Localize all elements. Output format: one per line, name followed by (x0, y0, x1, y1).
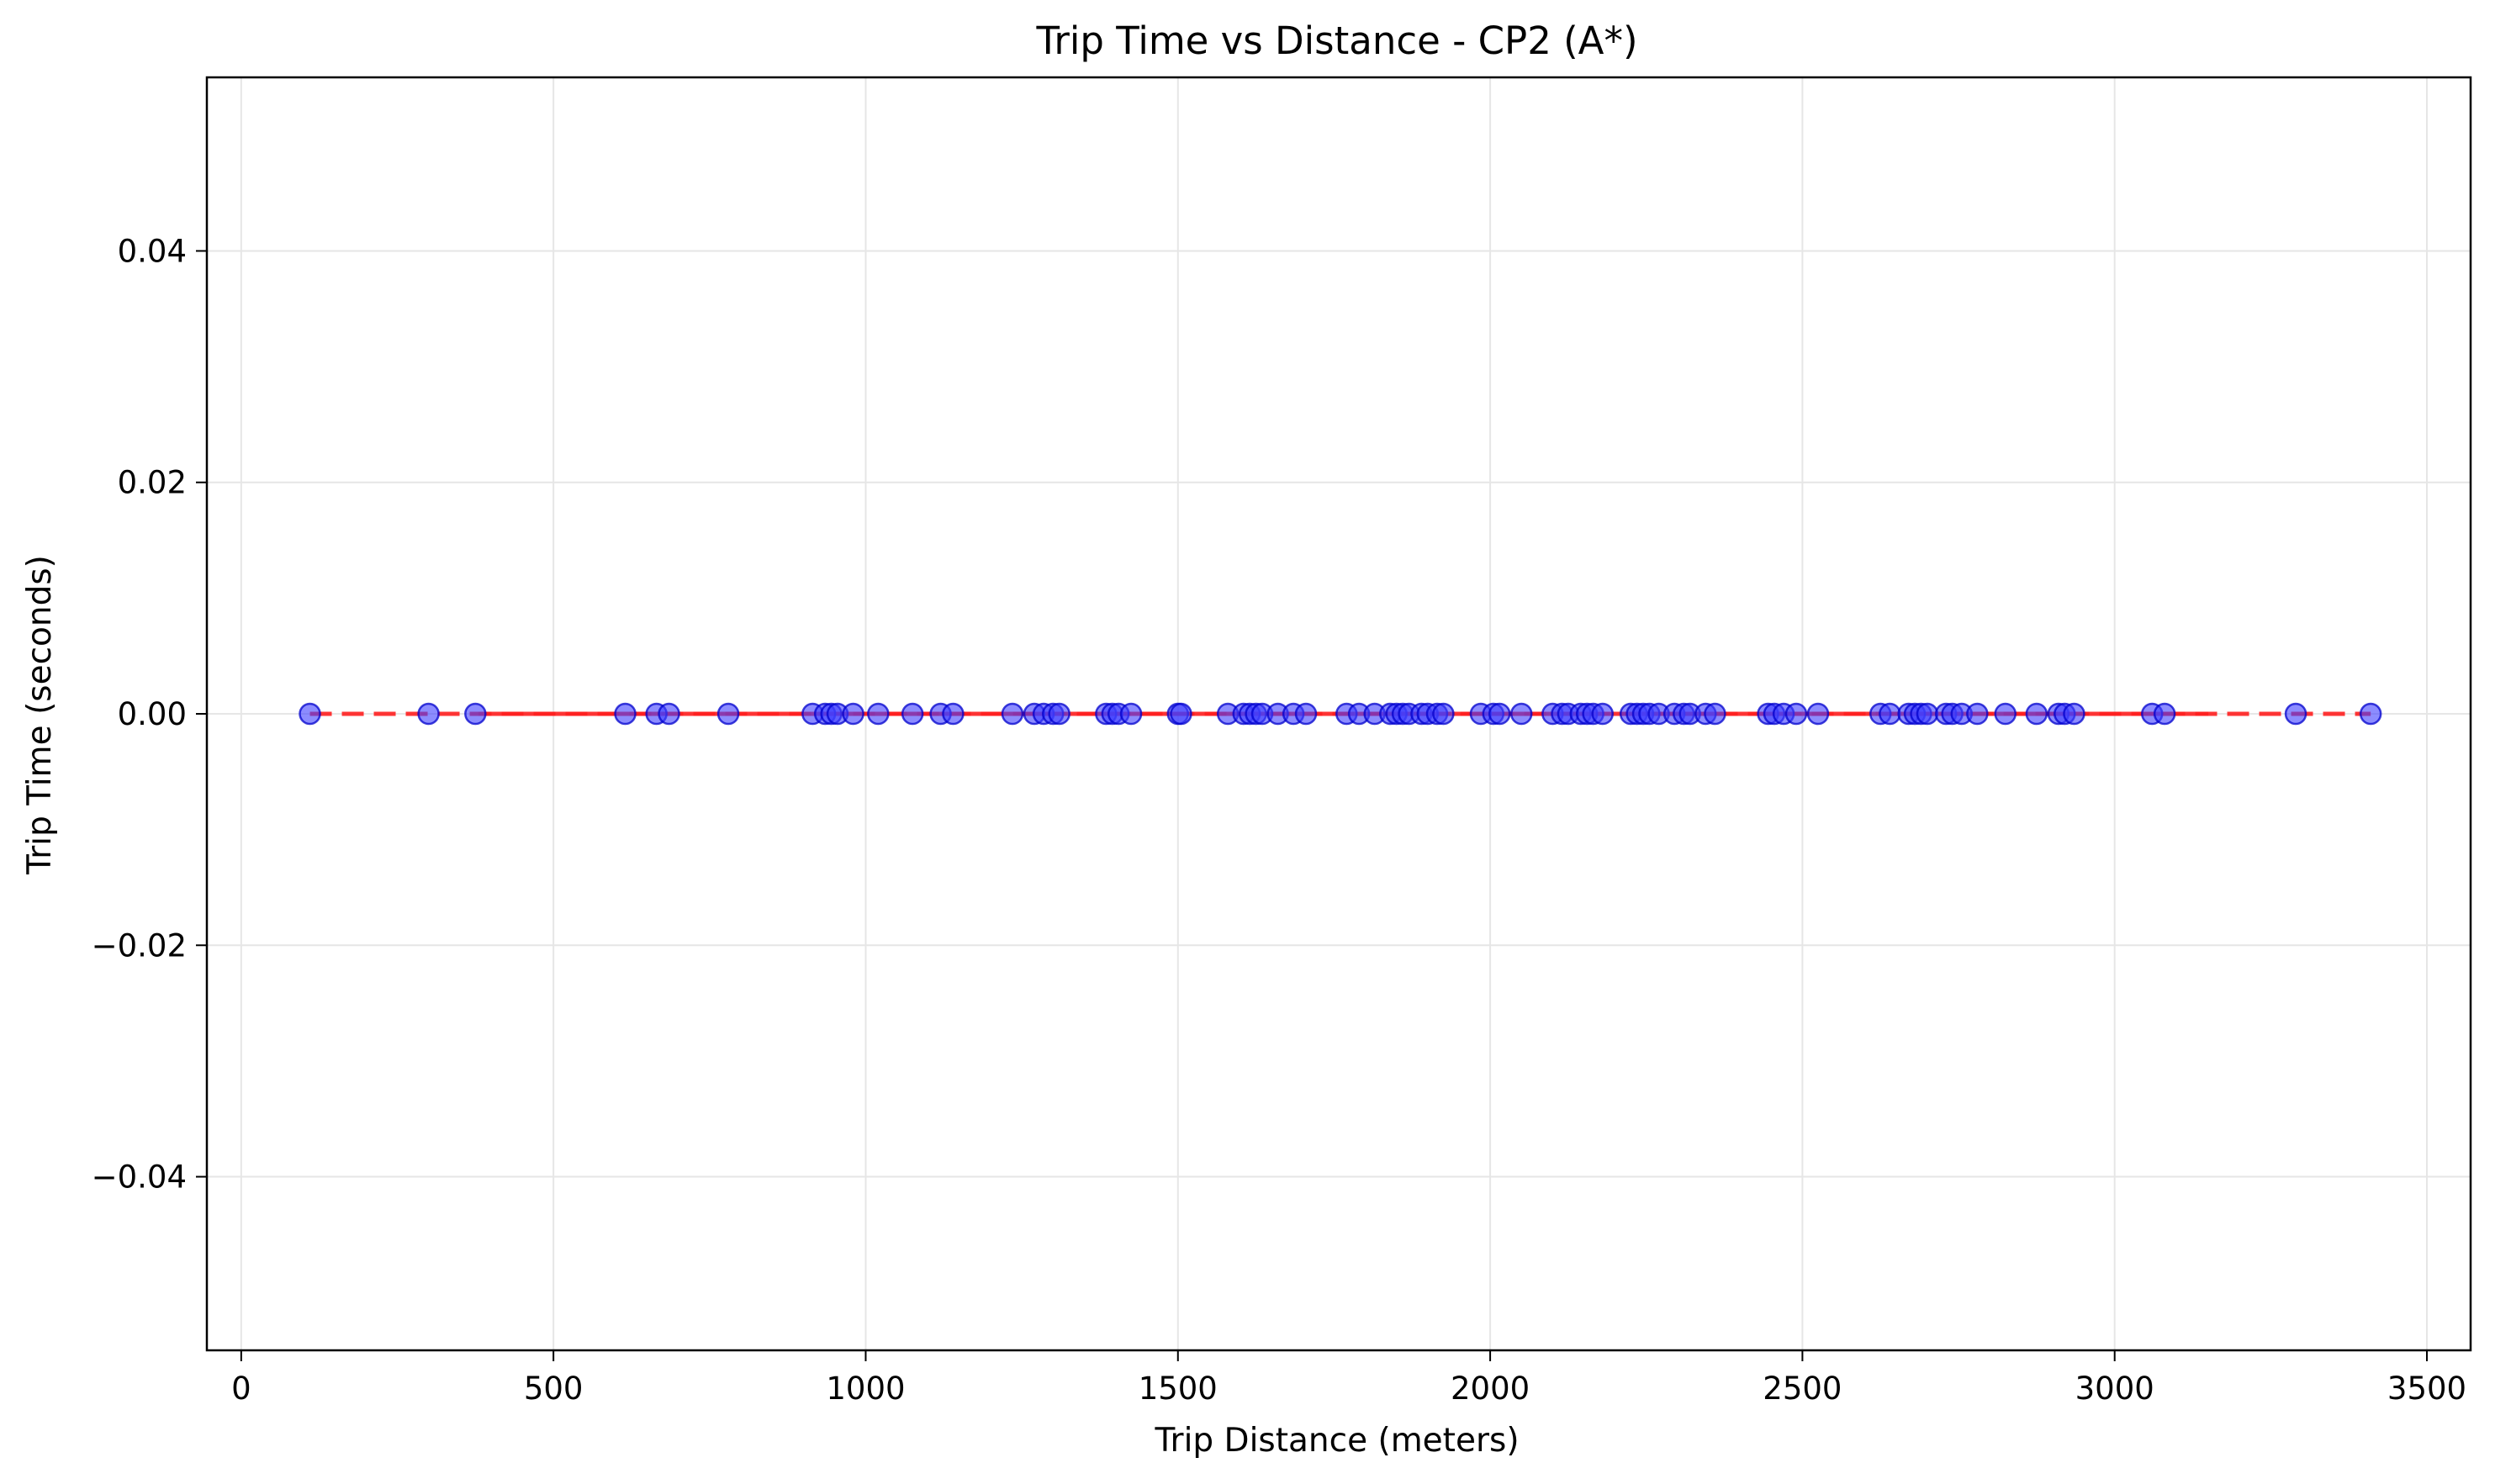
data-point (1119, 702, 1143, 726)
data-point (1966, 702, 1989, 726)
data-point (1784, 702, 1808, 726)
data-point (2284, 702, 2307, 726)
x-tick-label: 3000 (2075, 1370, 2154, 1407)
data-point (1704, 702, 1726, 726)
y-axis-title: Trip Time (seconds) (21, 555, 59, 875)
y-tick-label: −0.02 (92, 927, 187, 964)
data-point (942, 702, 965, 726)
x-tick-label: 1000 (826, 1370, 905, 1407)
y-axis-ticks: 0.04 0.02 0.00 −0.02 −0.04 (92, 233, 207, 1196)
x-tick-label: 500 (524, 1370, 584, 1407)
y-tick-label: 0.02 (118, 465, 187, 501)
data-point (464, 702, 487, 726)
data-point (2063, 702, 2085, 726)
x-tick-label: 3500 (2387, 1370, 2466, 1407)
data-point (901, 702, 924, 726)
x-tick-label: 1500 (1139, 1370, 1218, 1407)
data-point (299, 702, 321, 726)
data-point (417, 702, 440, 726)
y-tick-label: 0.00 (118, 696, 187, 732)
y-tick-label: 0.04 (118, 233, 187, 269)
data-point (1879, 702, 1901, 726)
data-point (1432, 702, 1455, 726)
data-point (614, 702, 637, 726)
data-point (1916, 702, 1939, 726)
data-point (1048, 702, 1070, 726)
data-point (716, 702, 740, 726)
data-point (1509, 702, 1533, 726)
data-point (1001, 702, 1024, 726)
data-point (1294, 702, 1318, 726)
data-point (842, 702, 864, 726)
x-tick-label: 2500 (1763, 1370, 1842, 1407)
data-point (2359, 702, 2382, 726)
data-point (2025, 702, 2048, 726)
chart-title: Trip Time vs Distance - CP2 (A*) (1035, 18, 1637, 63)
x-axis-ticks: 0 500 1000 1500 2000 2500 3000 3500 (231, 1350, 2466, 1407)
data-point (1591, 702, 1615, 726)
x-axis-title: Trip Distance (meters) (1154, 1422, 1519, 1460)
x-tick-label: 2000 (1451, 1370, 1530, 1407)
points-layer (299, 702, 2382, 726)
data-point (658, 702, 680, 726)
data-point (1994, 702, 2017, 726)
data-point (1488, 702, 1511, 726)
x-tick-label: 0 (231, 1370, 251, 1407)
data-point (867, 702, 890, 726)
data-point (2153, 702, 2176, 726)
data-point (1806, 702, 1830, 726)
y-tick-label: −0.04 (92, 1159, 187, 1196)
data-point (1170, 702, 1192, 726)
